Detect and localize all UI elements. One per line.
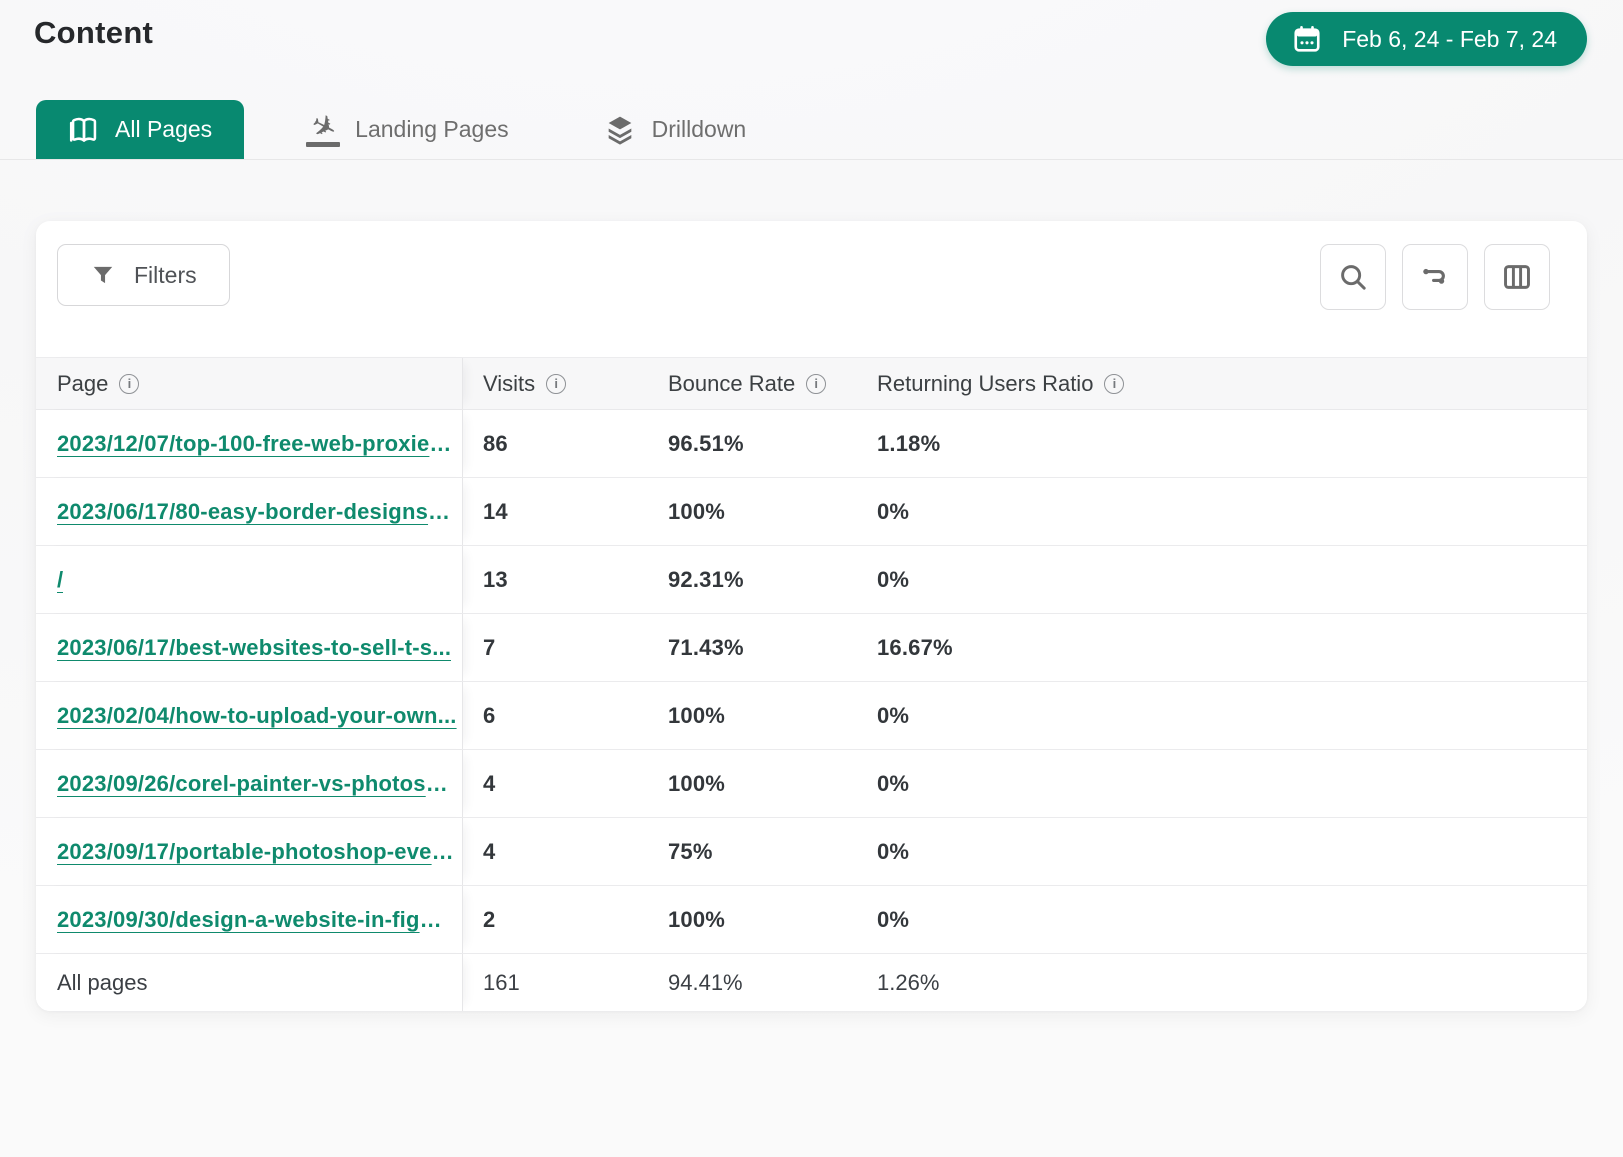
page-link[interactable]: 2023/09/30/design-a-website-in-figm... xyxy=(57,906,457,932)
info-icon[interactable]: i xyxy=(1104,373,1125,394)
search-icon xyxy=(1337,261,1369,293)
page-link[interactable]: 2023/09/26/corel-painter-vs-photosh... xyxy=(57,770,457,796)
table-row: 2023/02/04/how-to-upload-your-own... 6 1… xyxy=(36,682,1587,750)
page-title: Content xyxy=(34,15,154,50)
bounce-rate-value: 100% xyxy=(668,906,726,932)
visits-value: 7 xyxy=(483,634,496,660)
column-header-visits: Visits i xyxy=(463,371,648,397)
bounce-rate-value: 75% xyxy=(668,838,713,864)
returning-users-ratio-value: 0% xyxy=(877,906,910,932)
search-button[interactable] xyxy=(1320,244,1386,310)
route-icon xyxy=(1418,260,1452,294)
bounce-rate-value: 96.51% xyxy=(668,430,744,456)
returning-users-ratio-value: 0% xyxy=(877,770,910,796)
visits-value: 4 xyxy=(483,838,496,864)
page-link[interactable]: / xyxy=(57,566,64,592)
info-icon[interactable]: i xyxy=(806,373,827,394)
layers-icon xyxy=(603,113,637,147)
plane-landing-icon: ✈ xyxy=(304,105,343,149)
tab-label: All Pages xyxy=(115,116,213,142)
page-link[interactable]: 2023/12/07/top-100-free-web-proxies... xyxy=(57,430,457,456)
column-label: Bounce Rate xyxy=(668,370,796,396)
page-link[interactable]: 2023/09/17/portable-photoshop-every... xyxy=(57,838,457,864)
columns-icon xyxy=(1501,261,1533,293)
table-row: 2023/09/17/portable-photoshop-every... 4… xyxy=(36,818,1587,886)
returning-users-ratio-value: 0% xyxy=(877,702,910,728)
book-icon xyxy=(68,114,100,146)
info-icon[interactable]: i xyxy=(119,373,140,394)
table-row: 2023/06/17/best-websites-to-sell-t-s... … xyxy=(36,614,1587,682)
page-link[interactable]: 2023/06/17/80-easy-border-designs-f... xyxy=(57,498,457,524)
user-flow-button[interactable] xyxy=(1402,244,1468,310)
returning-users-ratio-value: 0% xyxy=(877,498,910,524)
date-range-picker[interactable]: Feb 6, 24 - Feb 7, 24 xyxy=(1266,12,1587,66)
table-footer-row: All pages 161 94.41% 1.26% xyxy=(36,954,1587,1011)
filters-button[interactable]: Filters xyxy=(57,244,230,306)
tabbar: All Pages ✈ Landing Pages Drilldown xyxy=(0,100,1623,160)
pages-table: Page i Visits i Bounce Rate i Returning … xyxy=(36,357,1587,1011)
calendar-icon xyxy=(1292,24,1322,54)
tab-all-pages[interactable]: All Pages xyxy=(36,100,245,159)
filters-label: Filters xyxy=(134,261,197,288)
total-bounce-rate-value: 94.41% xyxy=(668,969,743,995)
bounce-rate-value: 92.31% xyxy=(668,566,744,592)
returning-users-ratio-value: 1.18% xyxy=(877,430,941,456)
all-pages-label: All pages xyxy=(36,954,463,1011)
total-returning-users-ratio-value: 1.26% xyxy=(877,969,940,995)
tab-landing-pages[interactable]: ✈ Landing Pages xyxy=(274,100,540,159)
tab-label: Landing Pages xyxy=(355,116,509,142)
visits-value: 13 xyxy=(483,566,508,592)
table-row: 2023/09/30/design-a-website-in-figm... 2… xyxy=(36,886,1587,954)
page-header: Content Feb 6, 24 - Feb 7, 24 xyxy=(0,0,1623,66)
info-icon[interactable]: i xyxy=(546,373,567,394)
column-label: Returning Users Ratio xyxy=(877,370,1094,396)
table-row: 2023/09/26/corel-painter-vs-photosh... 4… xyxy=(36,750,1587,818)
table-actions xyxy=(1320,244,1550,310)
bounce-rate-value: 100% xyxy=(668,770,726,796)
page-link[interactable]: 2023/02/04/how-to-upload-your-own... xyxy=(57,702,457,728)
tab-drilldown[interactable]: Drilldown xyxy=(571,100,779,159)
bounce-rate-value: 100% xyxy=(668,498,726,524)
bounce-rate-value: 71.43% xyxy=(668,634,744,660)
visits-value: 4 xyxy=(483,770,496,796)
column-label: Page xyxy=(57,370,109,396)
column-header-returning-users-ratio: Returning Users Ratio i xyxy=(857,371,1587,397)
columns-button[interactable] xyxy=(1484,244,1550,310)
visits-value: 6 xyxy=(483,702,496,728)
tab-label: Drilldown xyxy=(651,116,747,142)
table-row: / 13 92.31% 0% xyxy=(36,546,1587,614)
returning-users-ratio-value: 0% xyxy=(877,838,910,864)
date-range-label: Feb 6, 24 - Feb 7, 24 xyxy=(1342,25,1557,52)
visits-value: 2 xyxy=(483,906,496,932)
page-link[interactable]: 2023/06/17/best-websites-to-sell-t-s... xyxy=(57,634,452,660)
card-toolbar: Filters xyxy=(36,221,1587,357)
column-header-bounce-rate: Bounce Rate i xyxy=(648,371,857,397)
visits-value: 86 xyxy=(483,430,508,456)
table-row: 2023/06/17/80-easy-border-designs-f... 1… xyxy=(36,478,1587,546)
table-header-row: Page i Visits i Bounce Rate i Returning … xyxy=(36,357,1587,410)
content-card: Filters xyxy=(36,221,1587,1011)
visits-value: 14 xyxy=(483,498,508,524)
total-visits-value: 161 xyxy=(483,969,520,995)
returning-users-ratio-value: 16.67% xyxy=(877,634,953,660)
filter-icon xyxy=(90,262,116,288)
column-label: Visits xyxy=(483,370,536,396)
returning-users-ratio-value: 0% xyxy=(877,566,910,592)
table-row: 2023/12/07/top-100-free-web-proxies... 8… xyxy=(36,410,1587,478)
column-header-page: Page i xyxy=(36,358,463,409)
bounce-rate-value: 100% xyxy=(668,702,726,728)
